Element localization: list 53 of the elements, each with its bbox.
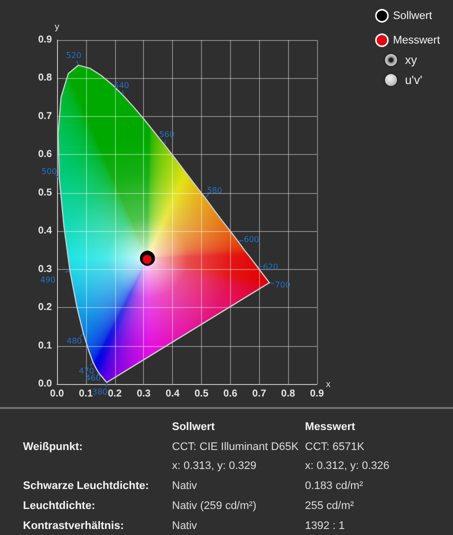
annotation: 380 — [92, 388, 108, 397]
annotation: 460 — [86, 374, 101, 382]
y-tick-label: 0.8 — [38, 72, 52, 84]
annotation: 600 — [244, 235, 260, 244]
text: CCT: CIE Illuminant D65K x: 0.313, y: 0.329 — [172, 440, 299, 474]
text: 1392 : 1 — [305, 518, 345, 534]
text: Leuchtdichte: — [23, 498, 96, 514]
annotation: 480 — [66, 336, 82, 346]
x-tick-label: 0.0 — [50, 388, 64, 400]
y-tick-label: 0.4 — [38, 226, 52, 237]
x-tick-label: 0.9 — [310, 388, 324, 400]
text: Nativ — [172, 479, 198, 494]
text: 0.183 cd/m² — [305, 479, 364, 494]
annotation: 580 — [206, 186, 222, 195]
annotation: 490 — [40, 276, 56, 285]
annotation: 700 — [275, 280, 290, 290]
text: Nativ — [172, 518, 198, 534]
x-tick-label: 0.4 — [166, 388, 180, 400]
x-tick-label: 0.3 — [136, 388, 152, 400]
y-tick-label: 0.9 — [38, 34, 52, 46]
text: Messwert — [305, 420, 356, 435]
annotation: 500 — [42, 166, 57, 176]
annotation: 560 — [159, 130, 174, 140]
text: CCT: 6571K x: 0.312, y: 0.326 — [305, 440, 390, 474]
x-axis-title: x — [326, 379, 331, 389]
x-tick-label: 0.5 — [194, 388, 209, 400]
y-tick-label: 0.7 — [38, 110, 52, 122]
x-tick-label: 0.2 — [108, 388, 122, 400]
x-tick-label: 0.8 — [281, 388, 296, 400]
text: u'v' — [405, 73, 422, 87]
x-tick-label: 0.1 — [78, 388, 94, 400]
text: Nativ (259 cd/m²) — [172, 498, 256, 514]
y-tick-label: 0.2 — [38, 302, 52, 314]
text: Sollwert — [172, 420, 215, 435]
text: 255 cd/m² — [305, 498, 354, 514]
annotation: 520 — [66, 50, 82, 60]
text: Weißpunkt: — [23, 440, 83, 455]
y-tick-label: 0.1 — [38, 340, 52, 352]
text: xy — [405, 53, 417, 67]
legend-label: Messwert — [392, 34, 440, 46]
y-tick-label: 0.3 — [38, 264, 52, 275]
y-tick-label: 0.6 — [38, 149, 52, 160]
x-tick-label: 0.6 — [223, 388, 238, 400]
y-tick-label: 0.0 — [38, 378, 52, 390]
x-tick-label: 0.7 — [252, 388, 267, 400]
y-tick-label: 0.5 — [38, 187, 52, 198]
annotation: 620 — [262, 262, 278, 272]
annotation: 470 — [78, 366, 94, 376]
text: Schwarze Leuchtdichte: — [23, 479, 149, 494]
legend-label: Sollwert — [392, 10, 432, 22]
y-axis-title: y — [54, 22, 60, 32]
text: Kontrastverhältnis: — [23, 518, 124, 534]
annotation: 540 — [114, 80, 130, 90]
